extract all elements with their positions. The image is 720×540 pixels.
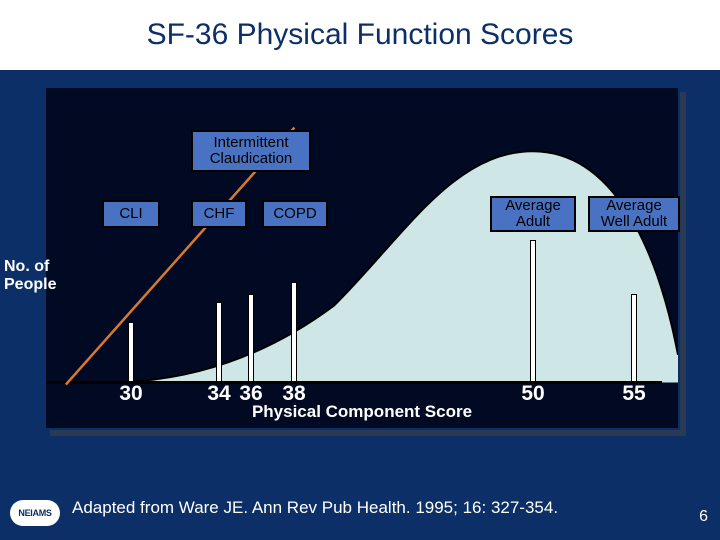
y-axis-label: No. of People: [4, 258, 84, 293]
ylabel-line1: No. of: [4, 258, 49, 275]
marker-chf: [216, 302, 222, 382]
chart-panel: Intermittent Claudication CLI CHF COPD A…: [44, 86, 680, 430]
slide-title: SF-36 Physical Function Scores: [0, 18, 720, 52]
ylabel-line2: People: [4, 276, 56, 293]
neiams-logo: NEIAMS: [10, 500, 60, 526]
page-number: 6: [699, 508, 708, 526]
label-copd: COPD: [262, 200, 328, 228]
label-chf: CHF: [191, 200, 247, 228]
marker-well: [631, 294, 637, 382]
x-axis-label: Physical Component Score: [46, 402, 678, 422]
marker-cli: [128, 322, 134, 382]
label-intermittent-claudication: Intermittent Claudication: [191, 130, 311, 172]
label-cli: CLI: [102, 200, 160, 228]
label-average-adult: Average Adult: [490, 196, 576, 232]
chart-svg: [46, 88, 678, 428]
marker-ic: [248, 294, 254, 382]
chart-area: Intermittent Claudication CLI CHF COPD A…: [44, 86, 680, 430]
marker-copd: [291, 282, 297, 382]
distribution-curve-fill: [46, 151, 678, 382]
label-average-well-adult: Average Well Adult: [588, 196, 680, 232]
citation-text: Adapted from Ware JE. Ann Rev Pub Health…: [72, 498, 558, 518]
marker-avg: [530, 240, 536, 382]
